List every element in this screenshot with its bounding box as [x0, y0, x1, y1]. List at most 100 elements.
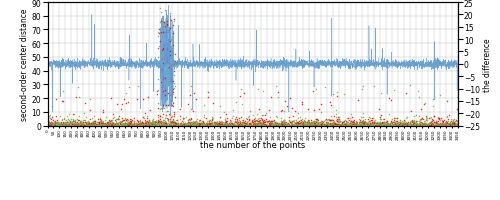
Point	[62, 122, 70, 125]
Point	[104, 124, 112, 127]
Point	[317, 123, 325, 126]
Point	[46, 123, 54, 126]
Point	[238, 122, 246, 125]
Point	[179, 124, 187, 127]
Point	[154, 35, 162, 38]
Point	[229, 124, 237, 127]
Point	[100, 123, 108, 126]
Point	[350, 124, 358, 127]
Point	[68, 123, 76, 126]
Point	[400, 123, 408, 127]
Point	[248, 124, 256, 127]
Point	[125, 86, 133, 89]
Point	[122, 123, 130, 126]
Point	[256, 123, 264, 126]
Point	[423, 124, 431, 127]
Point	[301, 124, 309, 128]
Point	[407, 120, 415, 123]
Point	[99, 122, 107, 125]
Point	[136, 121, 144, 124]
Point	[359, 121, 367, 124]
Point	[168, 121, 175, 124]
Point	[346, 124, 354, 127]
Point	[180, 122, 188, 125]
Point	[120, 123, 128, 127]
Point	[272, 85, 280, 88]
Point	[432, 123, 440, 126]
Point	[198, 123, 205, 127]
Point	[72, 124, 80, 127]
Point	[268, 96, 276, 99]
Point	[158, 52, 166, 55]
Point	[167, 38, 175, 41]
Point	[83, 123, 91, 126]
Point	[48, 123, 56, 126]
Point	[134, 121, 142, 124]
Point	[128, 120, 136, 123]
Point	[436, 124, 444, 127]
Point	[120, 124, 128, 127]
Point	[322, 119, 330, 122]
Point	[356, 124, 364, 127]
Point	[288, 123, 296, 126]
Point	[192, 124, 200, 127]
Point	[388, 123, 396, 127]
Point	[414, 121, 422, 125]
Point	[230, 124, 238, 127]
Point	[212, 123, 220, 126]
Point	[253, 124, 261, 127]
Point	[450, 122, 458, 125]
Point	[154, 119, 162, 122]
Point	[104, 122, 112, 125]
Point	[250, 123, 258, 126]
Point	[309, 124, 317, 128]
Point	[312, 124, 320, 128]
Point	[140, 123, 148, 127]
Point	[187, 124, 195, 127]
Point	[276, 124, 283, 127]
Point	[262, 112, 270, 115]
Point	[146, 121, 154, 124]
Point	[142, 121, 150, 124]
Point	[427, 124, 435, 127]
Point	[150, 123, 158, 126]
Point	[377, 92, 385, 95]
Point	[181, 122, 189, 125]
Point	[292, 121, 300, 125]
Point	[298, 122, 306, 126]
Point	[167, 86, 175, 90]
Point	[231, 120, 239, 123]
Point	[248, 124, 256, 127]
Point	[159, 57, 167, 60]
Point	[63, 124, 71, 127]
Point	[310, 124, 318, 127]
Point	[306, 122, 314, 125]
Point	[384, 122, 392, 125]
Point	[282, 123, 290, 127]
Point	[290, 123, 298, 127]
Point	[120, 124, 128, 127]
Point	[440, 124, 448, 127]
Point	[358, 123, 366, 126]
Point	[253, 119, 261, 122]
Point	[162, 110, 170, 113]
Point	[370, 122, 378, 125]
Point	[338, 124, 346, 127]
Point	[186, 124, 194, 127]
Point	[96, 122, 104, 125]
Point	[80, 119, 88, 122]
Point	[222, 124, 230, 127]
Point	[373, 123, 381, 126]
Point	[438, 122, 446, 125]
Point	[406, 123, 413, 126]
Point	[184, 120, 192, 124]
Point	[392, 124, 400, 127]
Point	[49, 122, 57, 125]
Point	[354, 121, 362, 124]
Point	[358, 120, 366, 123]
Point	[332, 124, 340, 128]
Point	[407, 123, 415, 126]
Point	[207, 124, 215, 127]
Point	[250, 118, 258, 121]
Point	[218, 123, 226, 127]
